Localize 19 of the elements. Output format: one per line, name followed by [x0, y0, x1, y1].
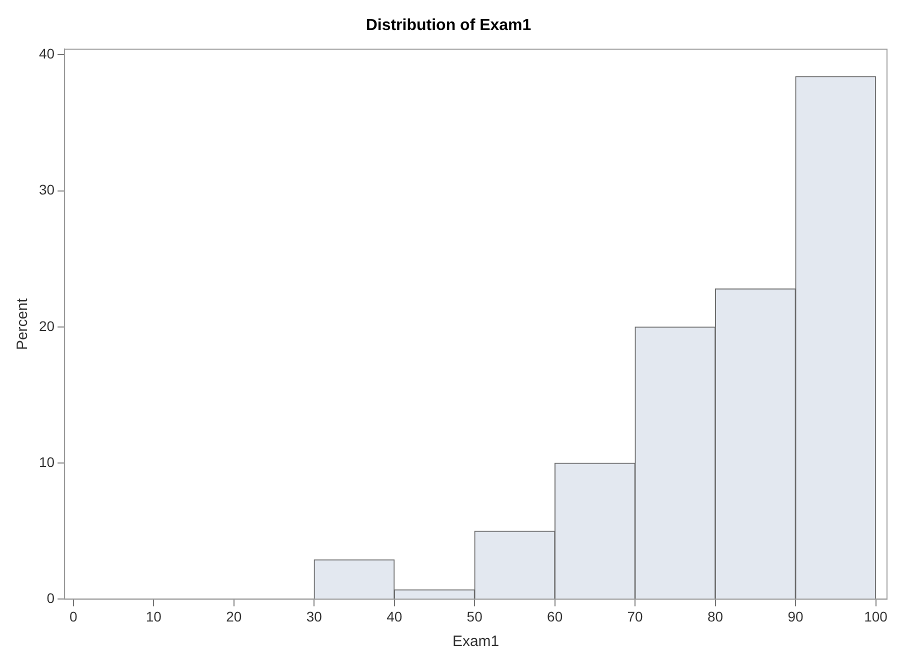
- x-tick-label: 90: [788, 608, 804, 624]
- y-tick-label: 10: [38, 454, 55, 470]
- x-tick-label: 0: [70, 608, 78, 624]
- y-tick-label: 20: [38, 318, 55, 334]
- y-tick-label: 40: [38, 46, 55, 62]
- x-tick-label: 10: [146, 608, 162, 624]
- x-tick-label: 20: [226, 608, 242, 624]
- y-tick-label: 0: [46, 590, 55, 606]
- y-tick-label: 30: [38, 182, 55, 198]
- x-axis-title: Exam1: [452, 633, 500, 650]
- x-tick-label: 70: [627, 608, 644, 624]
- x-tick-label: 100: [864, 608, 888, 624]
- x-tick-label: 30: [306, 608, 322, 624]
- x-tick-label: 80: [708, 608, 724, 624]
- chart-title: Distribution of Exam1: [366, 17, 532, 34]
- x-tick-label: 50: [466, 608, 483, 624]
- x-tick-label: 40: [386, 608, 402, 624]
- x-tick-label: 60: [547, 608, 563, 624]
- y-axis-title: Percent: [14, 298, 32, 350]
